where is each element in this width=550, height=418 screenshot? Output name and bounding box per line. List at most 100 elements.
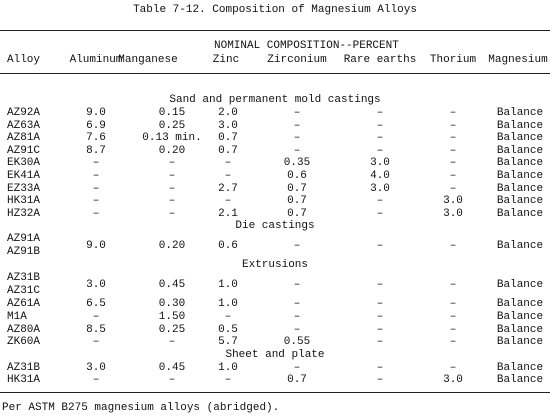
cell: 6.9 <box>86 119 106 132</box>
footnote: Per ASTM B275 magnesium alloys (abridged… <box>2 402 280 414</box>
cell: Balance <box>496 132 544 145</box>
cell: 0.7 <box>218 132 238 145</box>
cell: 3.0 <box>86 278 106 291</box>
alloy-name: HK31A <box>7 374 41 387</box>
cell: – <box>293 239 301 252</box>
cell: – <box>449 157 457 170</box>
cell: – <box>168 182 176 195</box>
cell: Balance <box>496 119 544 132</box>
cell: – <box>293 107 301 119</box>
cell: 8.5 <box>86 323 106 336</box>
cell: 0.7 <box>287 195 307 208</box>
cell: – <box>376 119 384 132</box>
alloy-name: AZ92A <box>7 107 41 119</box>
cell: – <box>449 361 457 374</box>
cell: 9.0 <box>86 107 106 119</box>
cell: 0.55 <box>283 336 311 349</box>
cell: 3.0 <box>443 374 463 387</box>
cell: – <box>92 311 100 323</box>
cell: – <box>168 157 176 170</box>
cell: Balance <box>496 278 544 291</box>
cell: Balance <box>496 298 544 311</box>
cell: – <box>168 170 176 182</box>
cell: – <box>168 207 176 220</box>
cell: 3.0 <box>86 361 106 374</box>
cell: Balance <box>496 170 544 182</box>
cell: – <box>293 119 301 132</box>
section-title: Extrusions <box>241 259 309 272</box>
cell: – <box>293 132 301 145</box>
cell: 1.50 <box>158 311 186 323</box>
column-header: Rare earths <box>343 54 417 66</box>
alloy-name: HZ32A <box>7 207 41 220</box>
cell: – <box>293 361 301 374</box>
alloy-name: AZ31B <box>7 361 41 374</box>
cell: 3.0 <box>443 207 463 220</box>
cell: – <box>92 336 100 349</box>
alloy-name: AZ63A <box>7 119 41 132</box>
cell: 3.0 <box>370 157 390 170</box>
cell: – <box>92 207 100 220</box>
alloy-name: AZ91C <box>7 144 41 157</box>
alloy-name: AZ81A <box>7 132 41 145</box>
cell: 0.30 <box>158 298 186 311</box>
cell: – <box>449 107 457 119</box>
cell: – <box>224 195 232 208</box>
cell: Balance <box>496 311 544 323</box>
alloy-name: AZ31B <box>7 272 41 285</box>
cell: – <box>376 374 384 387</box>
cell: 0.13 min. <box>142 132 202 145</box>
column-header: Zirconium <box>267 54 327 66</box>
alloy-name: ZK60A <box>7 336 41 349</box>
cell: 0.5 <box>218 323 238 336</box>
cell: – <box>376 278 384 291</box>
cell: – <box>224 170 232 182</box>
cell: Balance <box>496 144 544 157</box>
cell: 0.7 <box>287 207 307 220</box>
column-header: Alloy <box>7 54 41 66</box>
cell: – <box>449 311 457 323</box>
cell: – <box>449 336 457 349</box>
column-header: Zinc <box>212 54 240 66</box>
section-title: Sheet and plate <box>225 348 325 361</box>
cell: 3.0 <box>370 182 390 195</box>
cell: 3.0 <box>218 119 238 132</box>
cell: – <box>376 311 384 323</box>
cell: – <box>92 170 100 182</box>
cell: 4.0 <box>370 170 390 182</box>
cell: – <box>376 107 384 119</box>
cell: – <box>449 170 457 182</box>
cell: – <box>376 144 384 157</box>
cell: 1.0 <box>218 298 238 311</box>
cell: Balance <box>496 239 544 252</box>
cell: – <box>376 323 384 336</box>
cell: – <box>293 323 301 336</box>
cell: – <box>92 374 100 387</box>
cell: 2.0 <box>218 107 238 119</box>
cell: – <box>449 298 457 311</box>
cell: Balance <box>496 361 544 374</box>
cell: 0.45 <box>158 361 186 374</box>
cell: Balance <box>496 323 544 336</box>
cell: – <box>376 132 384 145</box>
cell: Balance <box>496 107 544 119</box>
alloy-name: EK41A <box>7 170 41 182</box>
cell: – <box>293 298 301 311</box>
cell: 2.1 <box>218 207 238 220</box>
cell: 0.7 <box>218 144 238 157</box>
cell: – <box>92 182 100 195</box>
alloy-name: HK31A <box>7 195 41 208</box>
cell: Balance <box>496 207 544 220</box>
cell: 6.5 <box>86 298 106 311</box>
cell: – <box>449 239 457 252</box>
column-header: Manganese <box>118 54 178 66</box>
cell: 0.6 <box>218 239 238 252</box>
cell: Balance <box>496 195 544 208</box>
alloy-name: AZ61A <box>7 298 41 311</box>
cell: – <box>376 298 384 311</box>
cell: 1.0 <box>218 361 238 374</box>
alloy-name: AZ31C <box>7 285 41 298</box>
cell: 0.25 <box>158 323 186 336</box>
cell: – <box>168 195 176 208</box>
cell: – <box>449 132 457 145</box>
